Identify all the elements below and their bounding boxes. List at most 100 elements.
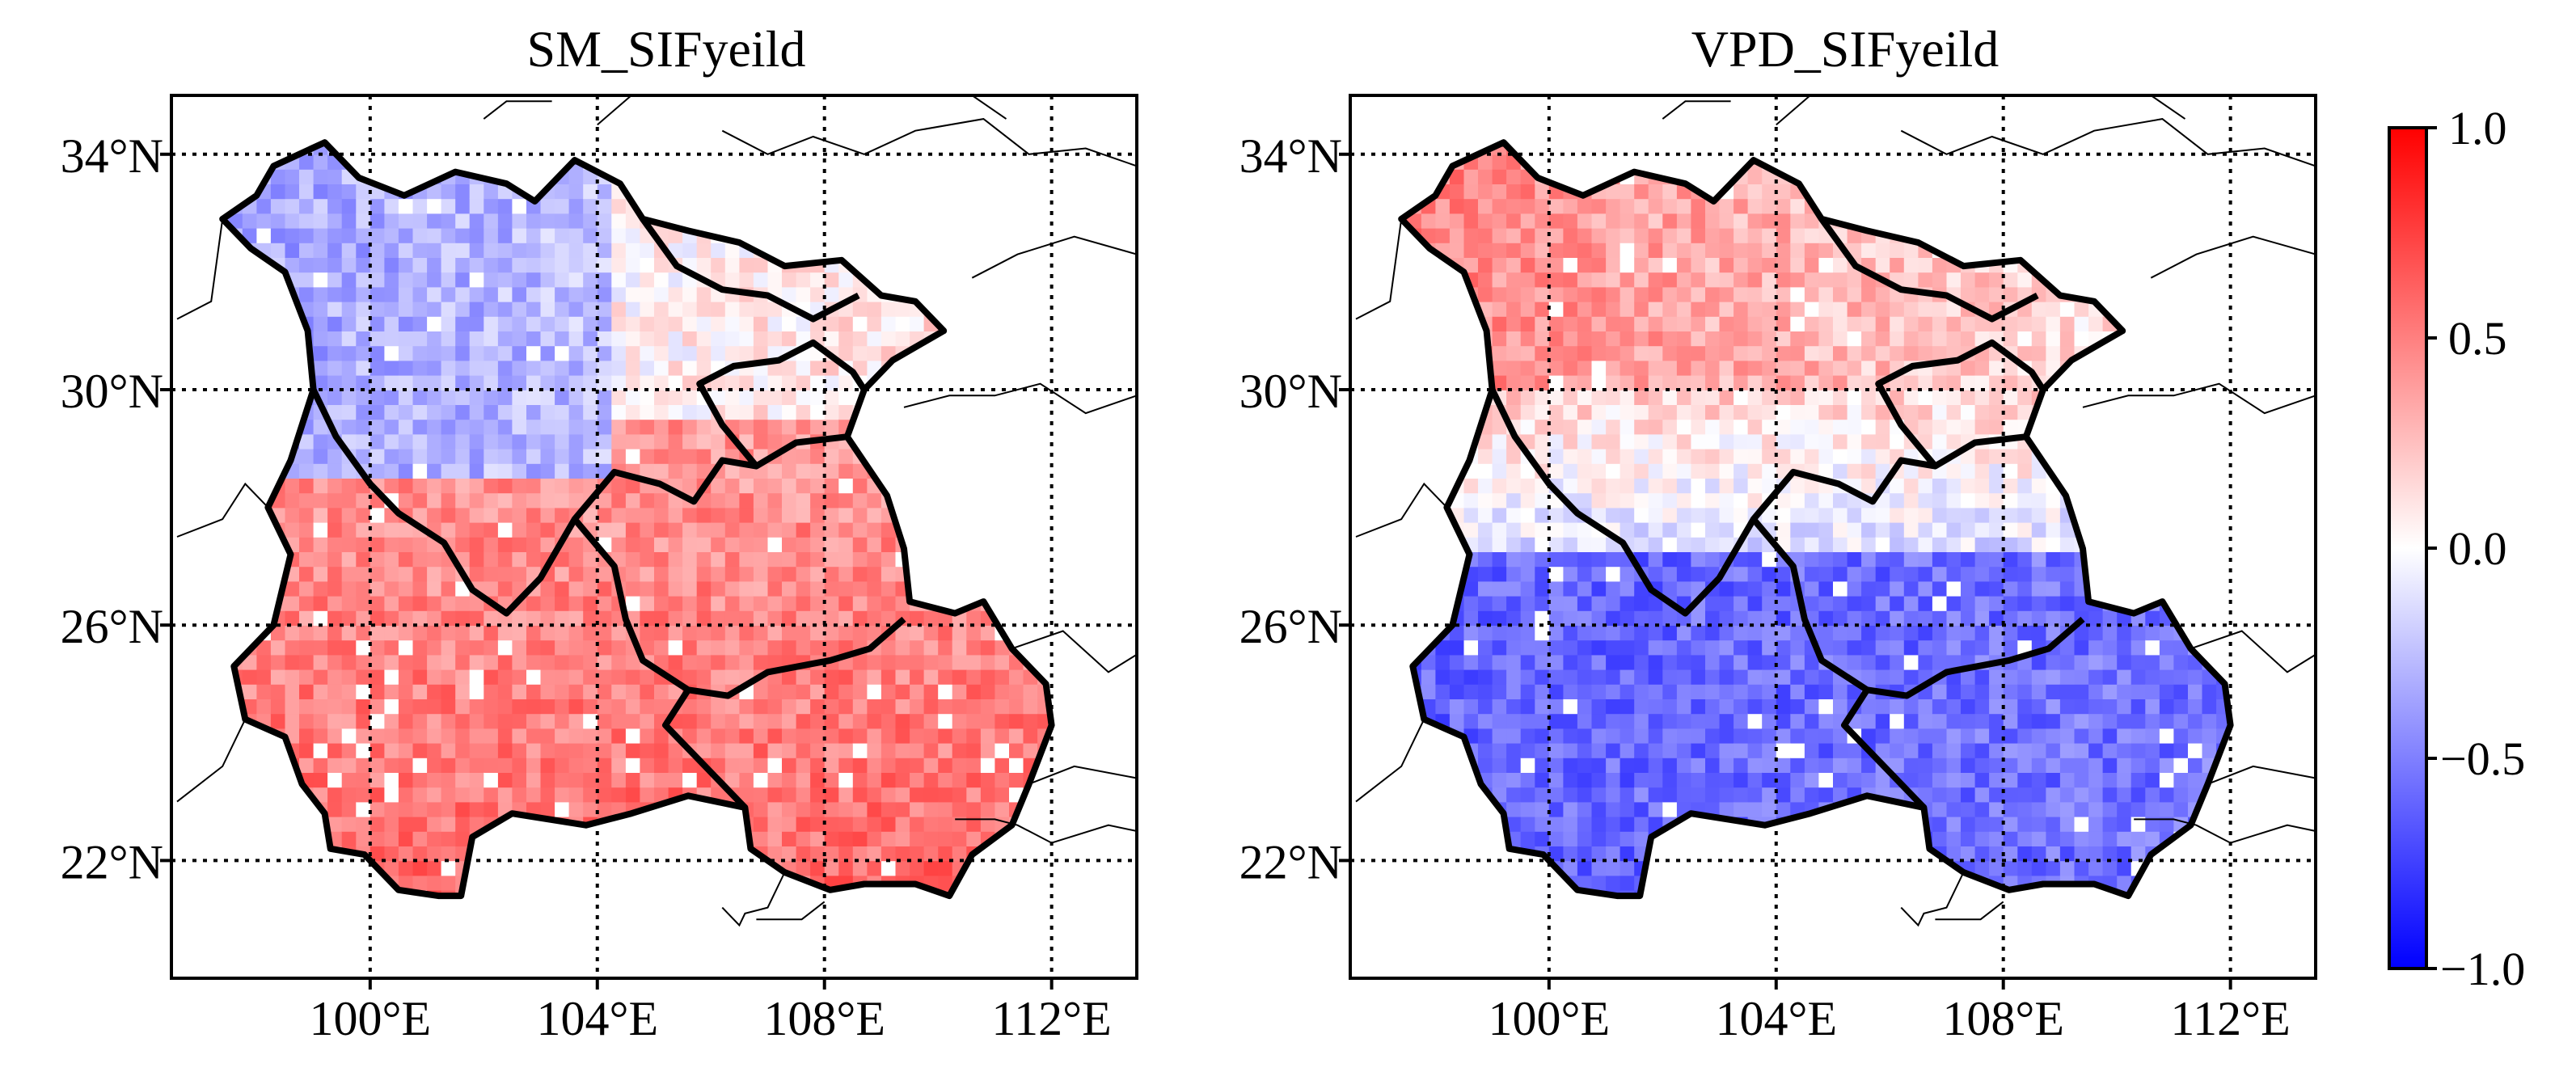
heatmap-cell [441, 728, 456, 744]
heatmap-cell [1591, 433, 1607, 449]
heatmap-cell [540, 272, 555, 288]
heatmap-cell [796, 698, 811, 715]
heatmap-cell [469, 142, 485, 155]
heatmap-cell [1818, 537, 1834, 552]
heatmap-cell [1676, 243, 1692, 258]
heatmap-cell [782, 521, 797, 538]
heatmap-cell [256, 889, 272, 897]
heatmap-cell [1591, 846, 1607, 862]
heatmap-cell [412, 875, 428, 891]
heatmap-cell [1620, 595, 1635, 611]
heatmap-cell [228, 272, 243, 288]
heatmap-cell [654, 742, 669, 758]
heatmap-cell [1577, 169, 1593, 184]
heatmap-cell [1634, 742, 1649, 758]
heatmap-cell [682, 625, 698, 641]
heatmap-cell [1620, 374, 1635, 390]
heatmap-cell [1734, 213, 1749, 229]
heatmap-cell [753, 213, 769, 229]
heatmap-cell [938, 537, 953, 552]
heatmap-cell [810, 698, 826, 715]
heatmap-cell [1776, 360, 1792, 376]
heatmap-cell [1449, 639, 1465, 656]
heatmap-cell [1790, 272, 1805, 288]
heatmap-cell [242, 390, 258, 405]
heatmap-cell [611, 654, 627, 670]
heatmap-cell [880, 698, 897, 715]
heatmap-cell [1463, 360, 1479, 376]
heatmap-cell [1407, 521, 1422, 538]
heatmap-cell [568, 257, 584, 273]
heatmap-cell [1521, 905, 1535, 920]
heatmap-cell [327, 595, 343, 611]
heatmap-cell [526, 125, 541, 140]
heatmap-cell [1492, 654, 1507, 670]
heatmap-cell [1705, 169, 1721, 184]
heatmap-cell [1662, 566, 1678, 582]
heatmap-cell [1776, 521, 1792, 538]
heatmap-cell [1591, 639, 1607, 656]
heatmap-cell [484, 184, 499, 200]
heatmap-cell [370, 433, 386, 449]
heatmap-cell [384, 301, 399, 317]
heatmap-cell [1776, 831, 1792, 846]
heatmap-cell [782, 698, 797, 715]
heatmap-cell [1804, 684, 1820, 699]
heatmap-cell [270, 198, 286, 214]
heatmap-cell [1407, 772, 1422, 788]
heatmap-cell [568, 213, 584, 229]
heatmap-cell [427, 551, 442, 568]
heatmap-cell [1606, 669, 1621, 685]
heatmap-cell [1818, 860, 1834, 876]
heatmap-cell [1804, 448, 1820, 464]
heatmap-cell [398, 227, 414, 243]
heatmap-cell [583, 875, 598, 891]
heatmap-cell [1492, 507, 1507, 523]
heatmap-cell [384, 142, 399, 155]
heatmap-cell [838, 448, 854, 464]
border-line [721, 872, 786, 927]
heatmap-cell [370, 625, 386, 641]
heatmap-cell [526, 595, 542, 611]
heatmap-cell [540, 610, 555, 626]
heatmap-cell [1776, 301, 1792, 317]
heatmap-cell [497, 316, 513, 331]
heatmap-cell [285, 243, 300, 258]
heatmap-cell [1548, 198, 1565, 214]
heatmap-cell [838, 154, 854, 170]
heatmap-cell [1620, 772, 1635, 788]
heatmap-cell [1051, 816, 1052, 832]
heatmap-cell [1051, 846, 1052, 862]
heatmap-cell [767, 478, 783, 494]
heatmap-cell [1833, 492, 1848, 509]
heatmap-cell [1023, 713, 1038, 729]
heatmap-cell [412, 316, 428, 331]
heatmap-cell [1818, 142, 1834, 155]
heatmap-cell [1401, 316, 1408, 331]
heatmap-cell [696, 257, 712, 273]
heatmap-cell [1051, 184, 1052, 200]
heatmap-cell [1478, 595, 1493, 611]
heatmap-cell [1719, 787, 1734, 803]
heatmap-cell [611, 433, 627, 449]
heatmap-cell [739, 610, 754, 626]
heatmap-cell [285, 360, 300, 376]
heatmap-cell [753, 698, 769, 715]
heatmap-cell [441, 639, 456, 656]
heatmap-cell [796, 831, 811, 846]
heatmap-cell [327, 301, 343, 317]
heatmap-cell [1776, 433, 1792, 449]
heatmap-cell [1747, 831, 1763, 846]
heatmap-cell [441, 713, 456, 729]
heatmap-cell [568, 478, 584, 494]
heatmap-cell [966, 433, 982, 449]
heatmap-cell [767, 713, 783, 729]
heatmap-cell [1506, 404, 1522, 420]
heatmap-cell [1648, 801, 1664, 817]
heatmap-cell [1719, 698, 1734, 715]
heatmap-cell [1818, 566, 1834, 582]
heatmap-cell [796, 684, 811, 699]
heatmap-cell [1401, 404, 1408, 420]
heatmap-cell [555, 787, 570, 803]
heatmap-cell [1520, 537, 1536, 552]
